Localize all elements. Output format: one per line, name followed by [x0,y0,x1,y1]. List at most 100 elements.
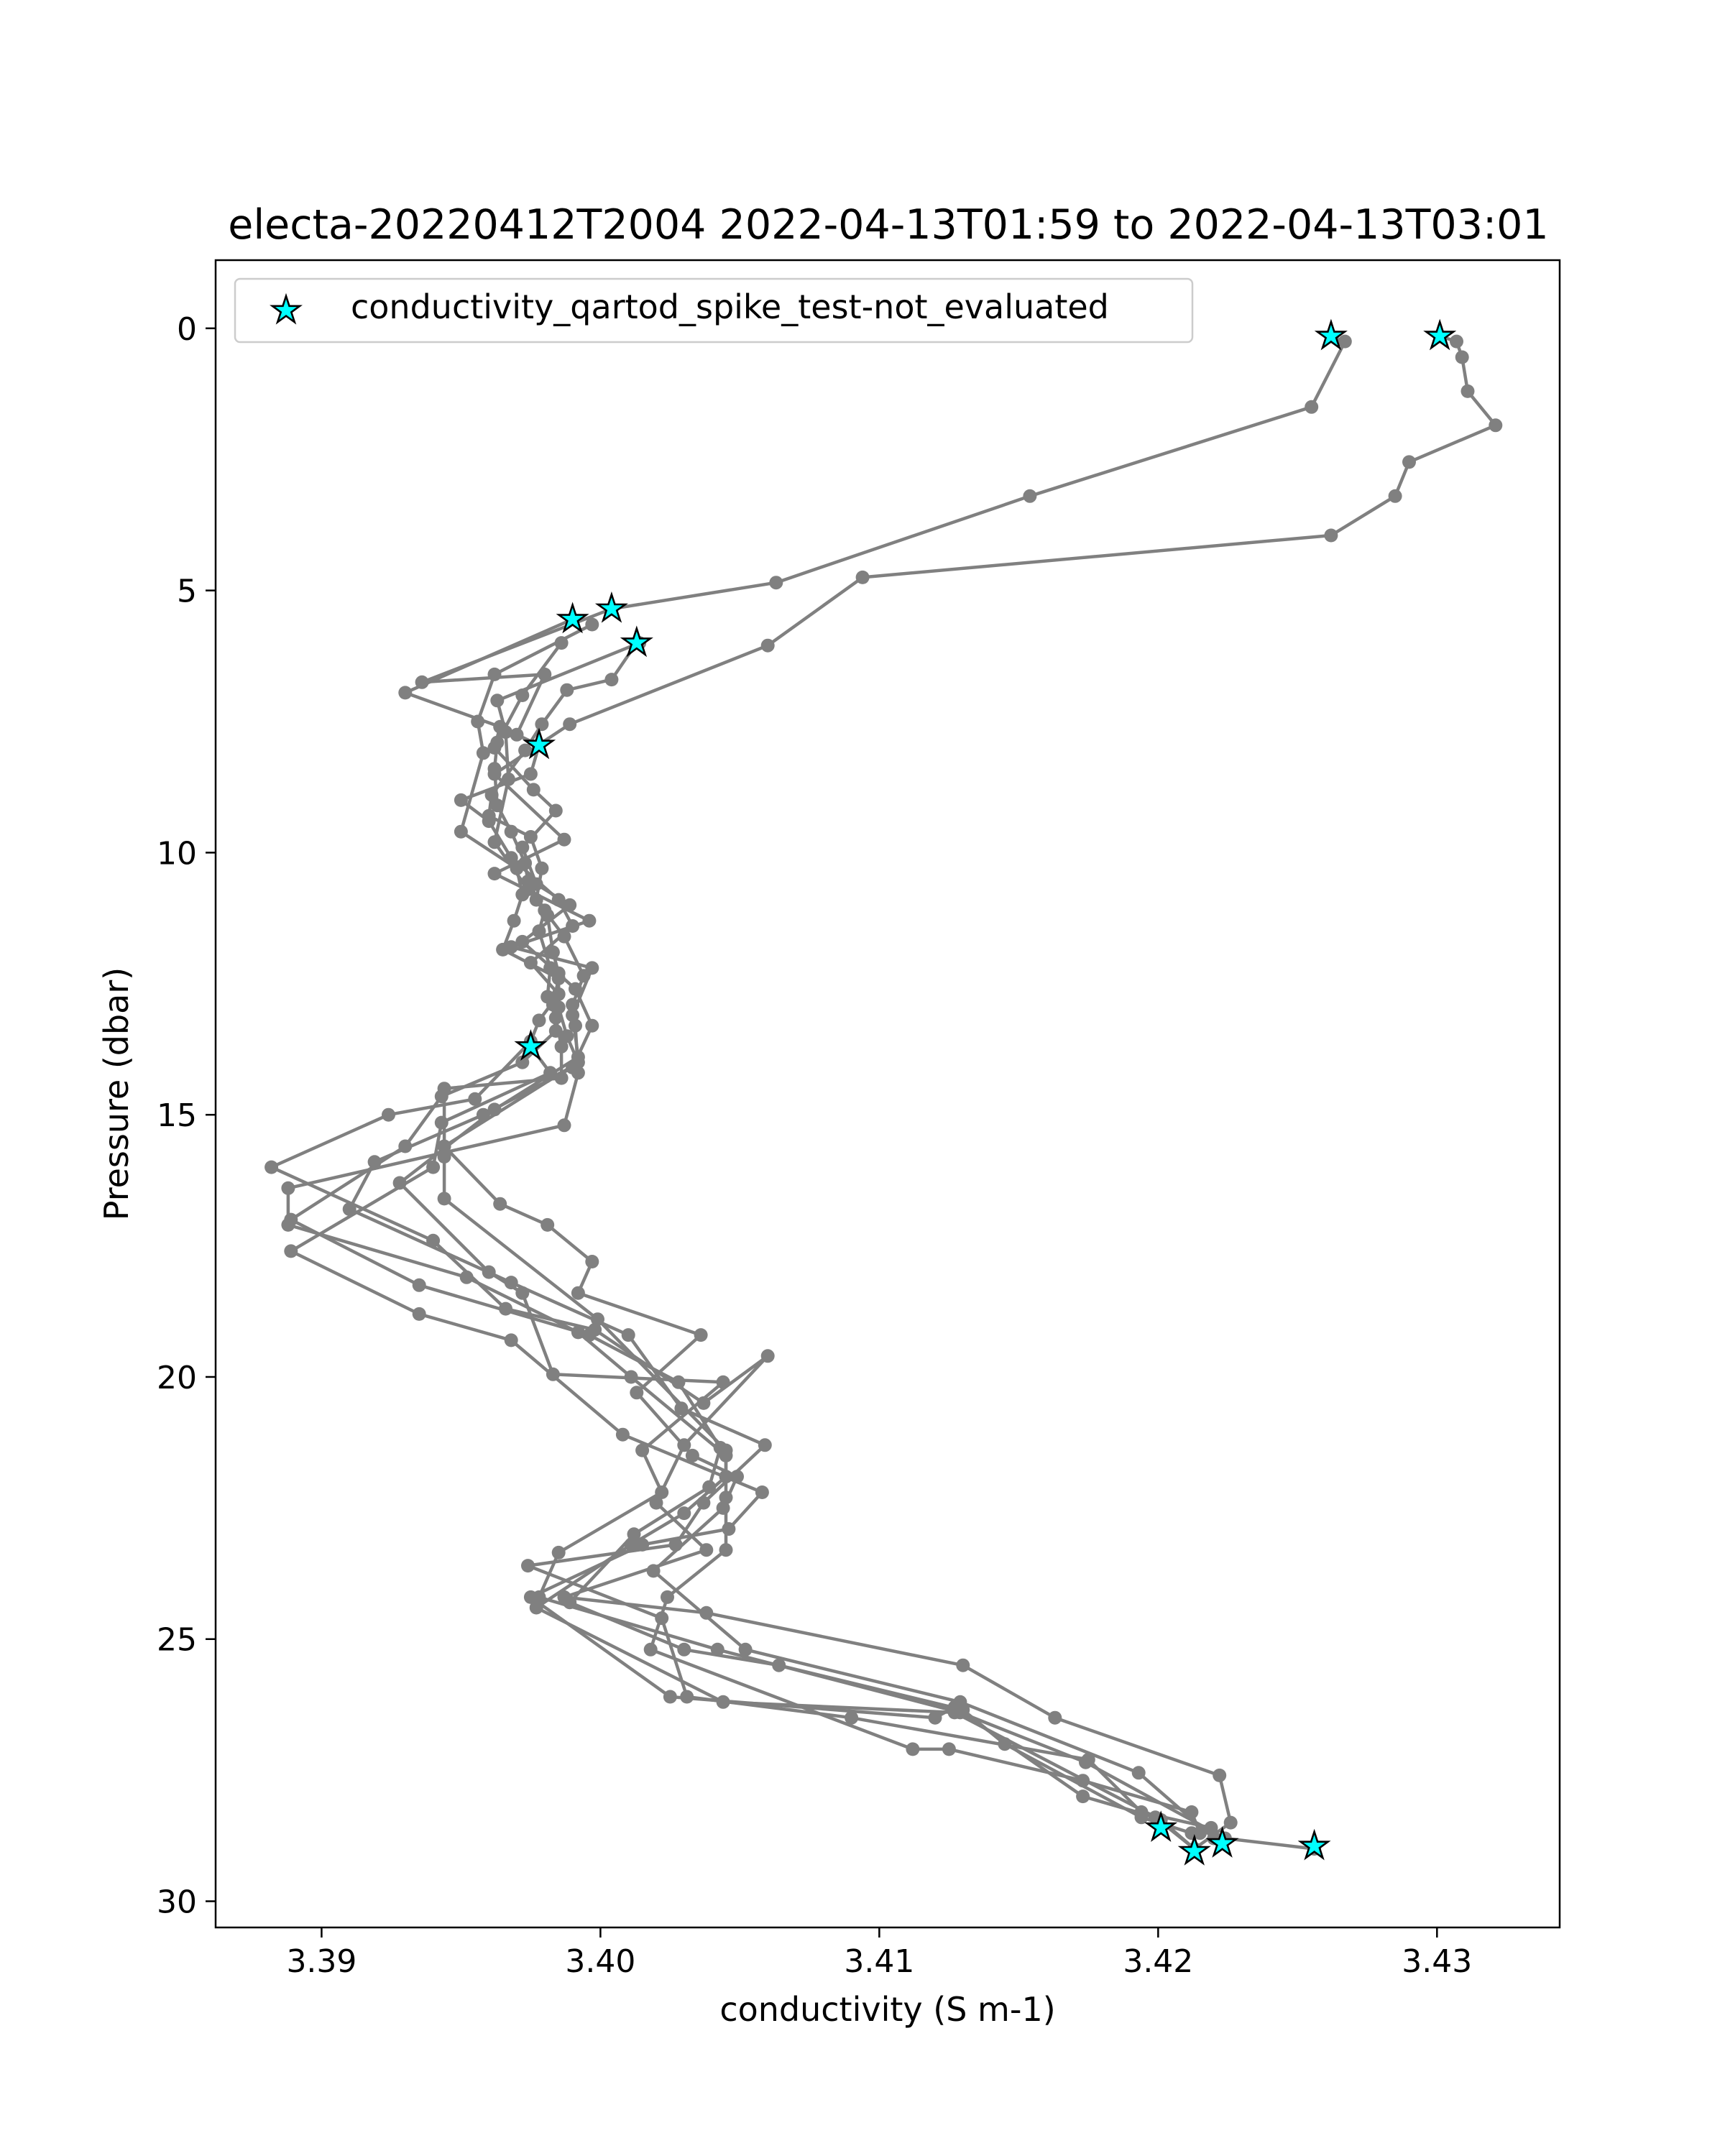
spike-test-star-marker [522,727,556,760]
data-point [459,1270,474,1284]
data-point [532,1013,546,1028]
legend: conductivity_qartod_spike_test-not_evalu… [234,277,1194,344]
data-point [624,1370,638,1384]
data-point [1076,1789,1090,1804]
spike-test-star-marker [1423,318,1457,351]
data-point [563,898,577,912]
y-tick-label: 5 [177,573,197,610]
data-point [551,1000,566,1015]
data-point [716,1375,730,1389]
data-point [685,1448,699,1462]
data-point [523,830,538,844]
data-point [1402,455,1416,469]
data-point [412,1307,426,1321]
profile-series [264,329,1352,1856]
y-tick-label: 10 [157,835,197,872]
data-point [947,1705,962,1720]
y-axis-label: Pressure (dbar) [97,967,136,1220]
data-point [504,1333,518,1348]
data-point [515,1055,530,1069]
data-point [615,1427,630,1442]
data-point [722,1522,736,1536]
data-point [1489,418,1503,433]
data-point [501,772,515,786]
data-point [621,1328,635,1342]
data-point [855,570,870,584]
data-point [515,934,530,949]
data-point [1048,1710,1062,1725]
data-point [412,1278,426,1292]
x-tick-label: 3.41 [844,1943,914,1980]
plot-area [264,329,1503,1856]
data-point [482,808,496,823]
data-point [1460,384,1475,398]
data-point [476,746,490,760]
data-point [490,798,505,813]
data-point [716,1501,730,1515]
data-point [772,1658,786,1672]
data-point [719,1470,733,1484]
data-point [490,694,505,708]
spike-test-star-marker [594,591,628,623]
data-point [437,1150,451,1164]
data-point [487,667,502,681]
data-point [382,1107,395,1122]
profile-line [270,334,1347,1851]
x-tick-label: 3.39 [286,1943,356,1980]
y-tick-label: 30 [157,1884,197,1921]
data-point [1223,1815,1238,1830]
profile-line [347,617,1212,1830]
y-axis-ticks: 0 5 10 15 20 25 30 [157,311,216,1921]
data-point [845,1710,859,1725]
data-point [928,1710,942,1725]
data-point [716,1695,730,1709]
data-point [548,803,563,818]
data-point [496,942,510,957]
data-point [540,990,555,1004]
data-point [576,969,591,983]
x-tick-label: 3.42 [1123,1943,1193,1980]
data-point [953,1695,967,1709]
data-point [504,1276,518,1290]
spike-test-star-marker [620,625,653,658]
data-point [281,1181,295,1195]
data-point [504,824,518,839]
data-point [554,1039,569,1054]
data-point [730,1470,744,1484]
data-point [490,735,505,750]
legend-frame [234,277,1194,344]
data-point [521,1559,535,1573]
data-point [540,1217,555,1232]
data-point [523,767,538,781]
x-axis-ticks: 3.39 3.40 3.41 3.42 3.43 [286,1927,1472,1980]
data-point [532,924,546,939]
data-point [760,1349,775,1363]
profile-series [437,636,1202,1856]
data-point [535,717,549,732]
spike-test-star-marker [1297,1828,1331,1861]
x-tick-label: 3.40 [565,1943,635,1980]
data-point [543,961,558,975]
data-point [563,1595,577,1610]
data-point [1450,334,1463,349]
data-point [571,1066,585,1080]
data-point [1305,400,1319,414]
data-point [906,1742,920,1756]
data-point [493,1197,507,1211]
data-point [398,686,413,700]
data-point [630,1386,644,1400]
data-point [646,1564,661,1578]
data-point [738,1642,753,1657]
y-tick-label: 0 [177,311,197,348]
data-point [635,1443,650,1457]
data-point [554,1071,569,1085]
data-point [342,1202,356,1216]
data-point [434,1115,448,1130]
data-point [1023,489,1037,503]
profile-series [392,329,1503,1856]
data-point [1338,334,1352,349]
data-point [627,1527,641,1542]
data-point [398,1139,413,1153]
data-point [624,1537,638,1552]
